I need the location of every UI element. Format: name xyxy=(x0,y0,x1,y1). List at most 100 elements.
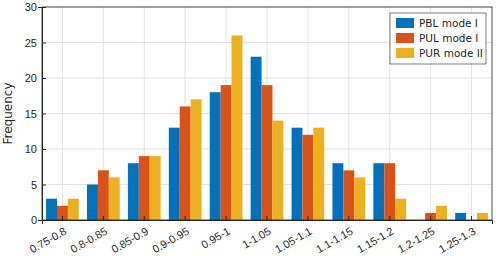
tick: 15 xyxy=(25,108,46,120)
legend-swatch xyxy=(396,18,414,28)
bar xyxy=(191,99,202,220)
tick-label: 1.05-1.1 xyxy=(273,225,314,256)
tick-label: 25 xyxy=(25,37,37,49)
tick: 0.8-0.85 xyxy=(68,216,109,255)
tick-label: 0.95-1 xyxy=(199,225,232,251)
tick-label: 20 xyxy=(25,72,37,84)
bar xyxy=(302,135,313,220)
tick-label: 5 xyxy=(31,179,37,191)
tick-mark xyxy=(267,216,268,220)
bar xyxy=(354,177,365,220)
bar xyxy=(128,163,139,220)
tick-label: 0.85-0.9 xyxy=(109,225,150,256)
tick-mark xyxy=(42,114,46,115)
legend-swatch xyxy=(396,33,414,43)
tick: 1.2-1.25 xyxy=(396,216,437,255)
tick-mark xyxy=(430,216,431,220)
bar xyxy=(251,57,262,220)
tick-mark xyxy=(144,216,145,220)
tick: 0.85-0.9 xyxy=(109,216,150,255)
tick: 0.95-1 xyxy=(199,216,232,251)
tick: 30 xyxy=(25,1,46,13)
bar xyxy=(57,206,68,220)
bar xyxy=(332,163,343,220)
bar xyxy=(139,156,150,220)
bar xyxy=(384,163,395,220)
x-axis: 0.75-0.80.8-0.850.85-0.90.9-0.95 0.95-1 1-… xyxy=(27,216,492,255)
tick-label: 1.25-1.3 xyxy=(437,225,478,256)
legend-label: PBL mode I xyxy=(419,17,478,29)
bar xyxy=(87,185,98,221)
bar xyxy=(436,206,447,220)
bar xyxy=(292,128,303,220)
bar xyxy=(68,199,79,220)
tick-mark xyxy=(226,216,227,220)
tick-label: 0 xyxy=(31,214,37,226)
legend: PBL mode I PUL mode I PUR mode II xyxy=(390,13,486,64)
tick-label: 10 xyxy=(25,143,37,155)
tick: 20 xyxy=(25,72,46,84)
tick-label: 0.8-0.85 xyxy=(68,225,109,256)
y-axis: 0 5 10 15 20 25 30 xyxy=(25,1,46,226)
tick: 5 xyxy=(31,179,46,191)
tick-mark xyxy=(42,43,46,44)
tick-label: 0.9-0.95 xyxy=(150,225,191,256)
bar xyxy=(272,121,283,220)
legend-label: PUL mode I xyxy=(419,32,478,44)
tick-label: 30 xyxy=(25,1,37,13)
tick-mark xyxy=(389,216,390,220)
bar xyxy=(98,170,109,220)
series xyxy=(46,57,466,220)
tick: 10 xyxy=(25,143,46,155)
tick-mark xyxy=(103,216,104,220)
grid xyxy=(42,7,492,220)
bar xyxy=(477,213,488,220)
bar xyxy=(180,106,191,220)
tick: 0.75-0.8 xyxy=(27,216,68,255)
bar xyxy=(150,156,161,220)
tick-mark xyxy=(471,216,472,220)
bar xyxy=(221,85,232,220)
bar xyxy=(313,128,324,220)
tick: 25 xyxy=(25,37,46,49)
tick-label: 1.1-1.15 xyxy=(314,225,355,256)
tick: 1-1.05 xyxy=(240,216,273,251)
axis-line xyxy=(38,8,43,221)
chart: 0 5 10 15 20 25 30 0.75-0.80.8-0.850.85-0.90.9-… xyxy=(0,0,500,269)
tick: 1.05-1.1 xyxy=(273,216,314,255)
legend-label: PUR mode II xyxy=(419,47,483,59)
legend-swatch xyxy=(396,48,414,58)
bar xyxy=(395,199,406,220)
bar xyxy=(232,35,243,220)
legend-box xyxy=(390,13,486,64)
tick-mark xyxy=(42,149,46,150)
plot-background xyxy=(42,7,492,220)
tick: 0.9-0.95 xyxy=(150,216,191,255)
tick: 1.15-1.2 xyxy=(355,216,396,255)
tick-mark xyxy=(62,216,63,220)
bar xyxy=(109,177,120,220)
bar xyxy=(262,85,273,220)
tick-label: 1-1.05 xyxy=(240,225,273,251)
bar xyxy=(46,199,57,220)
bar xyxy=(373,163,384,220)
bar xyxy=(169,128,180,220)
series xyxy=(57,85,436,220)
tick-label: 15 xyxy=(25,108,37,120)
tick-mark xyxy=(42,7,46,8)
grid-line xyxy=(62,7,63,220)
tick-label: 1.15-1.2 xyxy=(355,225,396,256)
tick-mark xyxy=(348,216,349,220)
bar xyxy=(210,92,221,220)
axis-line xyxy=(43,221,493,225)
tick-label: 0.75-0.8 xyxy=(27,225,68,256)
axis-title: Frequency xyxy=(1,83,15,145)
tick-label: 1.2-1.25 xyxy=(396,225,437,256)
tick: 1.1-1.15 xyxy=(314,216,355,255)
tick: 1.25-1.3 xyxy=(437,216,478,255)
tick-mark xyxy=(42,185,46,186)
bar xyxy=(455,213,466,220)
tick-mark xyxy=(307,216,308,220)
tick-mark xyxy=(42,78,46,79)
plot: 0 5 10 15 20 25 30 0.75-0.80.8-0.850.85-0.90.9-… xyxy=(25,1,493,255)
